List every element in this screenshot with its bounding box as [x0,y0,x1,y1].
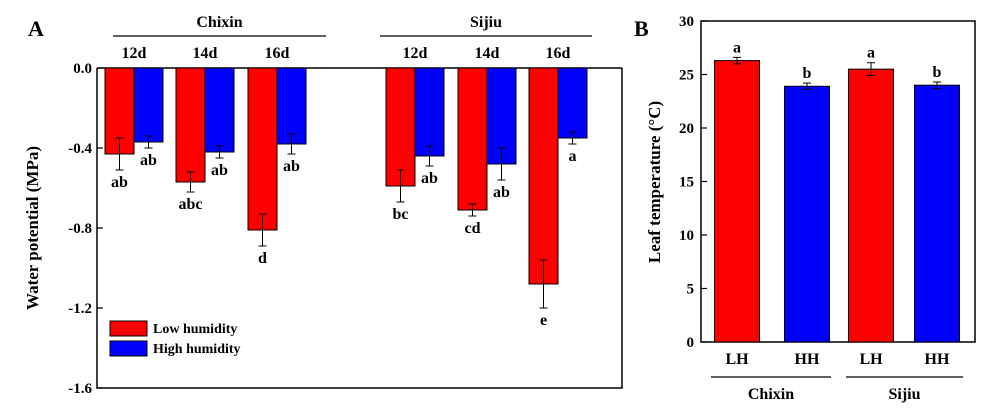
bar-low-humidity [385,67,416,187]
legend-swatch [109,320,148,337]
y-tick-label: -1.6 [68,381,92,397]
bar-hh [914,84,960,343]
bar-hh [784,85,830,343]
significance-label: bc [393,206,409,223]
y-tick-label: 0.0 [73,61,92,77]
group-label: Sijiu [888,386,920,403]
significance-label: a [569,148,577,165]
bar-high-humidity [557,67,588,139]
group-label: Chixin [196,14,242,31]
significance-label: d [258,250,267,267]
significance-label: ab [140,152,157,169]
bar-high-humidity [276,67,307,145]
significance-label: a [867,45,875,62]
y-tick-label: -0.4 [68,141,92,157]
significance-label: b [933,64,942,81]
category-label: LH [725,351,749,368]
category-label: 12d [403,45,428,62]
panel-label: A [28,16,44,41]
category-label: 16d [265,45,290,62]
group-label: Chixin [748,386,794,403]
bar-high-humidity [414,67,445,157]
bar-high-humidity [133,67,164,143]
y-axis-label: Water potential (MPa) [23,146,42,310]
category-label: 16d [546,45,571,62]
legend-label: High humidity [153,342,241,357]
y-tick-label: 10 [679,228,694,244]
category-label: HH [925,351,950,368]
category-label: HH [795,351,820,368]
bar-lh [714,60,760,343]
significance-label: ab [111,174,128,191]
y-tick-label: -1.2 [68,301,92,317]
legend-label: Low humidity [153,322,237,337]
legend-swatch [109,340,148,357]
significance-label: ab [493,184,510,201]
y-tick-label: 0 [687,335,695,351]
significance-label: cd [465,220,481,237]
y-tick-label: 30 [679,14,694,30]
significance-label: ab [211,162,228,179]
significance-label: abc [179,196,203,213]
category-label: 14d [475,45,500,62]
group-label: Sijiu [470,14,502,31]
category-label: 14d [193,45,218,62]
significance-label: ab [421,170,438,187]
y-tick-label: 20 [679,121,694,137]
significance-label: a [733,39,741,56]
bar-lh [848,68,894,343]
bar-low-humidity [175,67,206,183]
y-axis-label: Leaf temperature (°C) [645,101,664,263]
bar-high-humidity [204,67,235,153]
bar-low-humidity [247,67,278,231]
bar-low-humidity [457,67,488,211]
significance-label: b [803,65,812,82]
significance-label: ab [283,158,300,175]
y-tick-label: -0.8 [68,221,92,237]
y-tick-label: 15 [679,175,694,191]
category-label: 12d [122,45,147,62]
y-tick-label: 25 [679,68,694,84]
panel-label: B [634,16,649,41]
bar-low-humidity [528,67,559,285]
y-tick-label: 5 [687,282,695,298]
category-label: LH [859,351,883,368]
significance-label: e [540,312,547,329]
